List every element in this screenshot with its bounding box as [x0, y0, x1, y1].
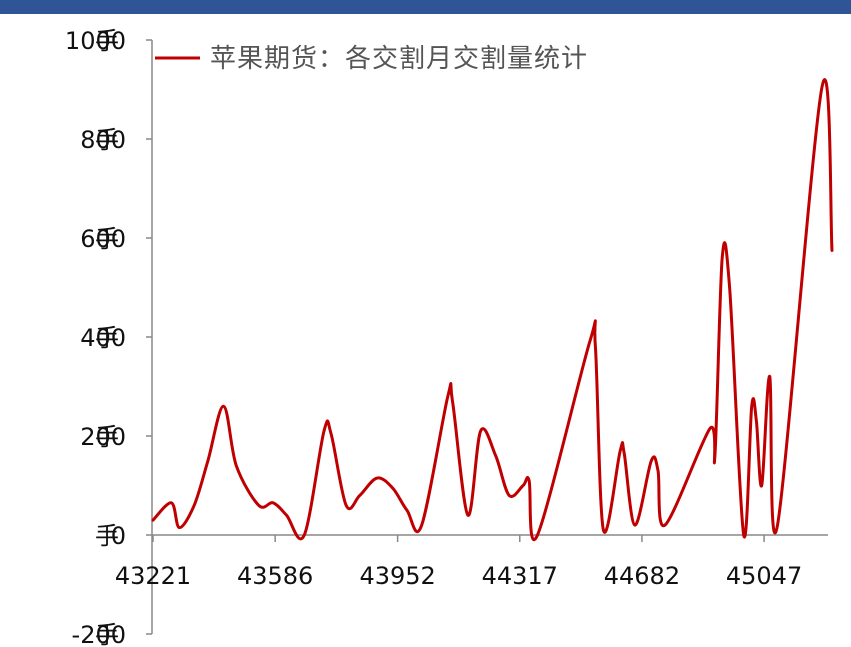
- y-tick-label: 400: [80, 324, 126, 352]
- x-tick-label: 43586: [237, 562, 313, 590]
- y-tick-label: 800: [80, 126, 126, 154]
- x-tick-label: 43221: [115, 562, 191, 590]
- y-tick-label: 600: [80, 225, 126, 253]
- series-line: [151, 78, 834, 541]
- y-tick-unit: 手: [95, 225, 119, 253]
- y-tick-label: 1000: [65, 27, 126, 55]
- y-tick-label: 200: [80, 423, 126, 451]
- y-tick-unit: 手: [95, 324, 119, 352]
- y-tick-unit: 手: [95, 126, 119, 154]
- legend: 苹果期货：各交割月交割量统计: [155, 44, 588, 74]
- y-tick-label: -200: [72, 621, 126, 647]
- y-tick-unit: 手: [95, 423, 119, 451]
- x-tick-label: 43952: [359, 562, 435, 590]
- chart-title-bar: [0, 0, 851, 14]
- x-tick-label: 44317: [482, 562, 558, 590]
- x-axis-ticks: 43221 43586 43952 44317 44682 45047: [115, 535, 802, 590]
- x-tick-label: 45047: [726, 562, 802, 590]
- legend-label: 苹果期货：各交割月交割量统计: [210, 44, 588, 74]
- y-tick-unit: 手: [95, 522, 119, 550]
- y-tick-unit: 手: [95, 27, 119, 55]
- y-tick-unit: 手: [95, 621, 119, 647]
- x-tick-label: 44682: [604, 562, 680, 590]
- series-layer: [151, 78, 834, 541]
- y-tick-label: 0: [111, 522, 126, 550]
- axes: [151, 40, 828, 634]
